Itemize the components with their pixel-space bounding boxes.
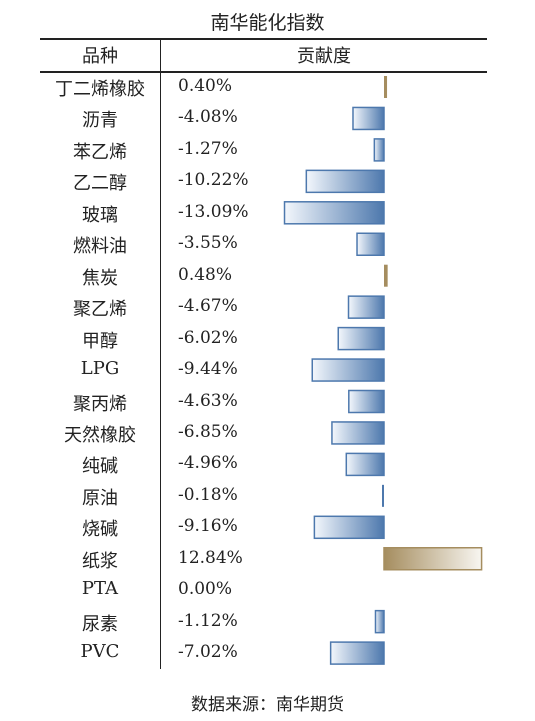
row-label: 燃料油 — [73, 236, 127, 258]
negative-bar — [348, 389, 385, 414]
negative-bar — [347, 295, 385, 319]
row-value: 0.00% — [178, 579, 233, 600]
row-value: -4.63% — [178, 390, 238, 411]
column-header-contribution: 贡献度 — [297, 46, 351, 67]
row-label: 聚乙烯 — [73, 299, 127, 321]
row-label: PTA — [81, 578, 119, 600]
row-value: -1.12% — [178, 610, 238, 631]
positive-bar — [384, 264, 388, 287]
row-value: -13.09% — [178, 201, 249, 222]
row-label: 烧碱 — [82, 519, 118, 541]
row-value: -7.02% — [178, 642, 238, 663]
negative-bar — [337, 326, 385, 351]
row-value: -10.22% — [178, 170, 249, 191]
row-label: 纸浆 — [82, 550, 118, 572]
row-value: -0.18% — [178, 484, 238, 505]
data-source-note: 数据来源：南华期货 — [191, 695, 344, 715]
row-label: 玻璃 — [82, 204, 118, 226]
negative-bar — [352, 106, 385, 131]
row-label: 天然橡胶 — [64, 424, 136, 446]
row-label: 聚丙烯 — [73, 393, 127, 415]
row-label: 焦炭 — [82, 267, 118, 289]
row-value: -6.02% — [178, 327, 238, 348]
row-value: -3.55% — [178, 233, 238, 254]
table-top-rule — [40, 38, 487, 40]
negative-bar — [283, 201, 385, 225]
row-label: 原油 — [82, 487, 118, 509]
row-value: -4.08% — [178, 107, 238, 128]
row-label: 甲醇 — [82, 330, 118, 352]
column-header-variety: 品种 — [82, 46, 118, 67]
negative-bar — [345, 452, 385, 477]
table-header-rule — [40, 71, 487, 73]
row-label: 沥青 — [82, 110, 118, 132]
chart-title: 南华能化指数 — [210, 12, 325, 34]
negative-bar — [311, 358, 385, 382]
row-value: 0.40% — [178, 76, 233, 96]
row-value: -6.85% — [178, 421, 238, 442]
positive-bar — [384, 76, 388, 98]
negative-bar — [373, 138, 385, 162]
row-value: -1.27% — [178, 138, 238, 159]
negative-bar — [305, 169, 385, 194]
row-label: 苯乙烯 — [73, 141, 127, 163]
row-value: -9.44% — [178, 359, 238, 380]
row-value: -4.67% — [178, 296, 238, 317]
row-value: 0.48% — [178, 264, 233, 285]
negative-bar — [313, 515, 385, 540]
row-label: 尿素 — [82, 613, 118, 635]
row-label: 乙二醇 — [73, 173, 127, 195]
negative-bar — [329, 641, 385, 665]
row-label: LPG — [80, 358, 120, 380]
row-value: 12.84% — [178, 547, 243, 568]
row-label: PVC — [80, 641, 120, 663]
row-label: 纯碱 — [82, 456, 118, 478]
row-value: -9.16% — [178, 516, 238, 537]
negative-bar — [374, 609, 385, 634]
negative-bar — [356, 232, 385, 256]
row-label: 丁二烯橡胶 — [55, 79, 145, 100]
positive-bar — [383, 547, 483, 571]
negative-bar — [331, 421, 385, 445]
negative-bar — [382, 484, 384, 507]
row-value: -4.96% — [178, 453, 238, 474]
table-column-divider — [160, 40, 161, 669]
